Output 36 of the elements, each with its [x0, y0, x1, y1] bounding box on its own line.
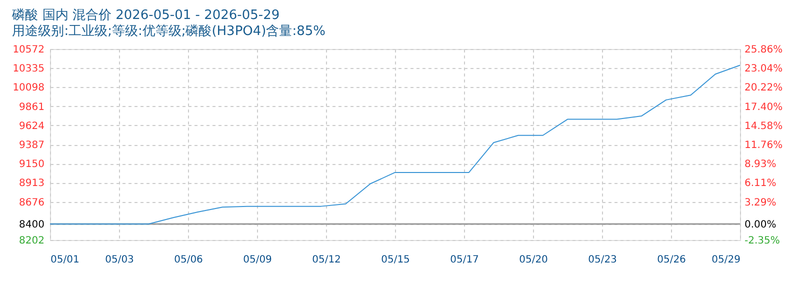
y-tick-label: 8913 — [19, 178, 44, 190]
y-tick-label: 10572 — [12, 44, 44, 56]
y-tick-label: 8400 — [19, 220, 44, 231]
y2-tick-label: -2.35% — [744, 236, 780, 246]
y2-tick-label: 0.00% — [744, 220, 776, 231]
x-tick-label: 05/20 — [519, 254, 548, 266]
y2-tick-label: 8.93% — [744, 159, 776, 170]
y2-tick-label: 11.76% — [744, 140, 783, 151]
x-tick-label: 05/15 — [381, 254, 410, 266]
x-tick-label: 05/26 — [657, 254, 686, 266]
x-tick-label: 05/17 — [450, 254, 479, 266]
x-tick-label: 05/09 — [243, 254, 272, 266]
y-tick-label: 10335 — [12, 64, 44, 75]
y2-tick-label: 25.86% — [744, 44, 783, 56]
x-tick-label: 05/23 — [588, 254, 617, 266]
y2-tick-label: 23.04% — [744, 64, 783, 75]
chart-subtitle: 用途级别:工业级;等级:优等级;磷酸(H3PO4)含量:85% — [12, 24, 326, 39]
x-tick-label: 05/01 — [50, 254, 80, 266]
x-tick-label: 05/12 — [312, 254, 341, 266]
y-tick-label: 8202 — [19, 236, 44, 246]
y-tick-label: 9861 — [19, 102, 44, 113]
y2-tick-label: 20.22% — [744, 82, 783, 94]
y2-tick-label: 3.29% — [744, 197, 776, 208]
line-series — [50, 64, 740, 225]
y2-tick-label: 17.40% — [744, 102, 783, 113]
y-tick-label: 8676 — [19, 197, 44, 208]
x-tick-label: 05/29 — [712, 254, 740, 266]
y2-tick-label: 14.58% — [744, 120, 783, 132]
y2-tick-label: 6.11% — [744, 178, 776, 190]
y-tick-label: 9624 — [19, 120, 44, 132]
y-tick-label: 10098 — [12, 82, 44, 94]
x-tick-label: 05/06 — [174, 254, 203, 266]
x-tick-label: 05/03 — [105, 254, 134, 266]
y-tick-label: 9150 — [19, 159, 44, 170]
chart-title: 磷酸 国内 混合价 2026-05-01 - 2026-05-29 — [11, 8, 280, 23]
y-tick-label: 9387 — [19, 140, 44, 151]
